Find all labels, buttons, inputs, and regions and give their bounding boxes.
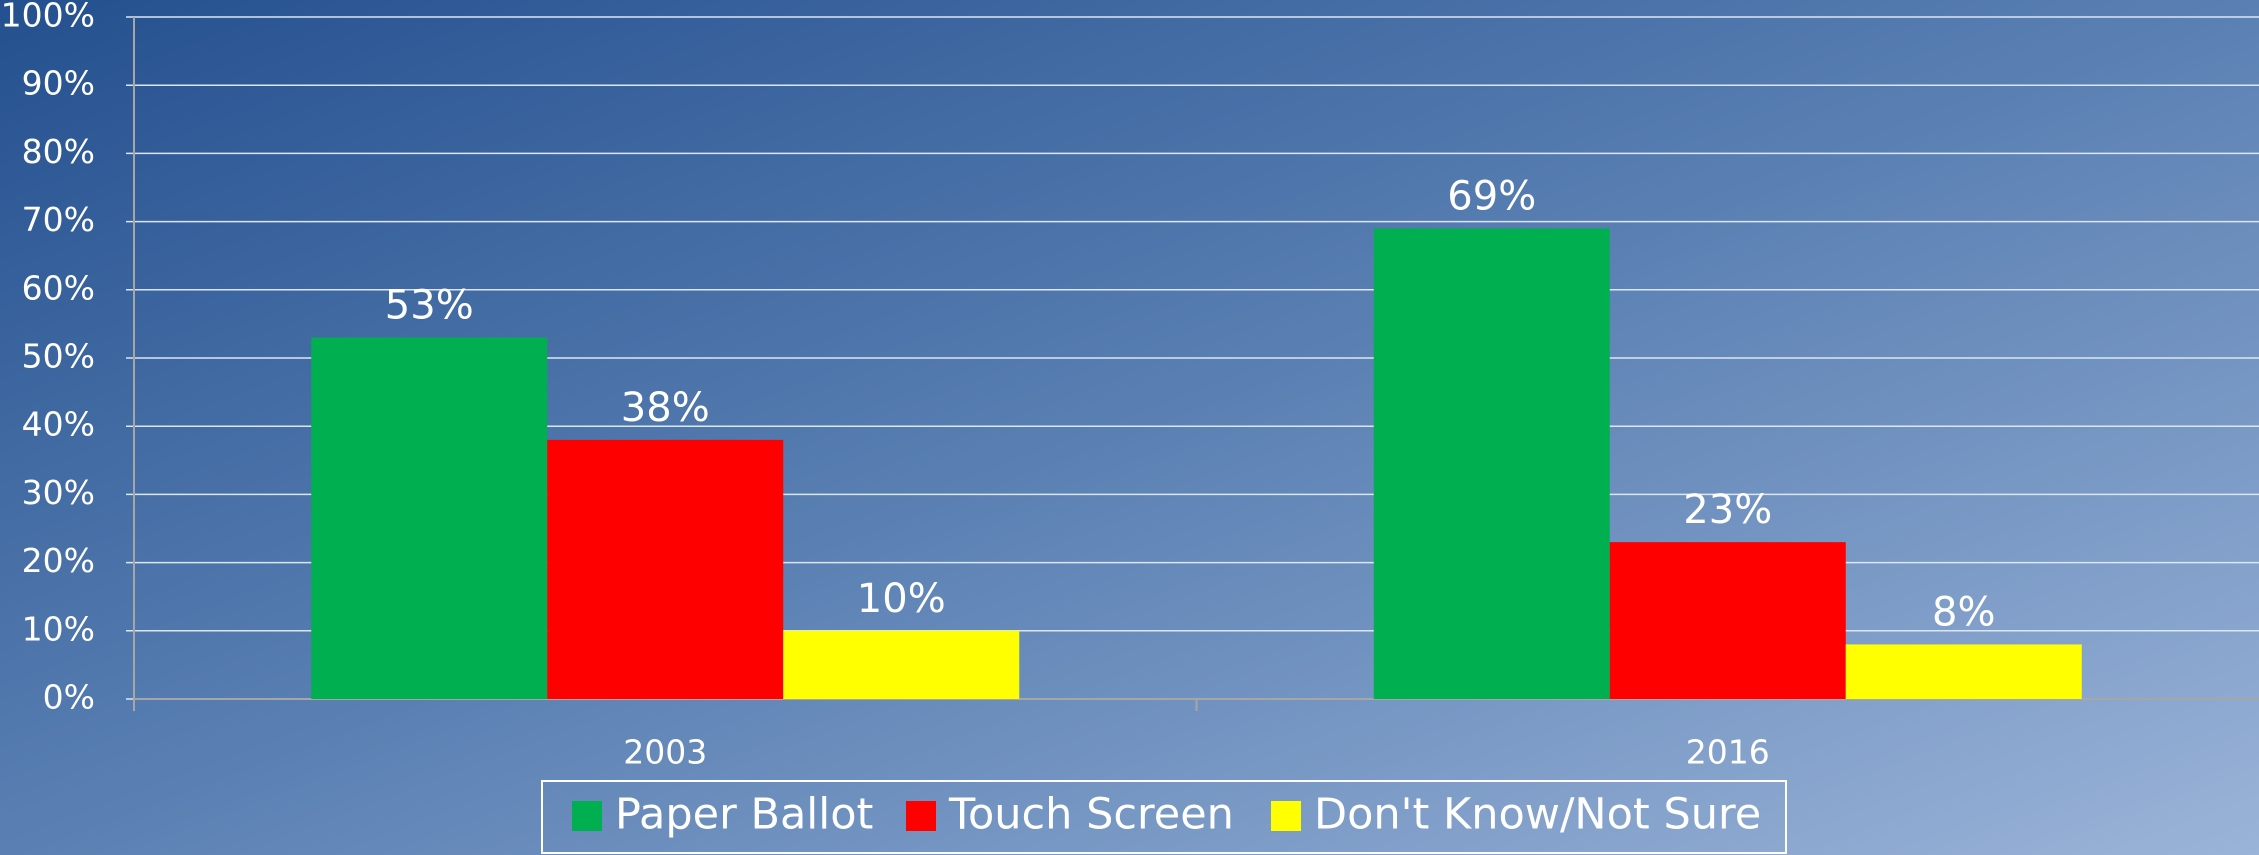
- legend-label: Touch Screen: [948, 790, 1234, 840]
- bar: [311, 337, 548, 699]
- data-label: 8%: [1932, 589, 1995, 635]
- y-tick-label: 80%: [22, 132, 95, 171]
- x-tick-label: 2003: [623, 733, 707, 772]
- y-tick-label: 30%: [22, 473, 95, 512]
- bar: [1609, 542, 1846, 699]
- bar: [1373, 228, 1610, 700]
- y-tick-label: 40%: [22, 405, 95, 444]
- data-label: 53%: [385, 283, 474, 329]
- y-tick-label: 0%: [43, 678, 95, 717]
- bar: [1845, 644, 2082, 699]
- legend-swatch: [906, 801, 936, 831]
- y-tick-label: 70%: [22, 200, 95, 239]
- data-label: 69%: [1447, 173, 1536, 219]
- y-tick-label: 50%: [22, 337, 95, 376]
- y-tick-label: 100%: [1, 0, 95, 35]
- bar: [547, 439, 784, 699]
- data-label: 38%: [621, 385, 710, 431]
- y-tick-label: 90%: [22, 64, 95, 103]
- data-label: 10%: [857, 576, 946, 622]
- x-tick-label: 2016: [1686, 733, 1770, 772]
- legend-swatch: [572, 801, 602, 831]
- data-label: 23%: [1683, 487, 1772, 533]
- legend-label: Paper Ballot: [615, 790, 873, 840]
- bar: [783, 630, 1020, 699]
- legend-box: [541, 780, 1787, 854]
- legend-swatch: [1271, 801, 1301, 831]
- y-tick-label: 10%: [22, 609, 95, 648]
- y-tick-label: 20%: [22, 541, 95, 580]
- y-tick-label: 60%: [22, 268, 95, 307]
- legend-label: Don't Know/Not Sure: [1314, 790, 1761, 840]
